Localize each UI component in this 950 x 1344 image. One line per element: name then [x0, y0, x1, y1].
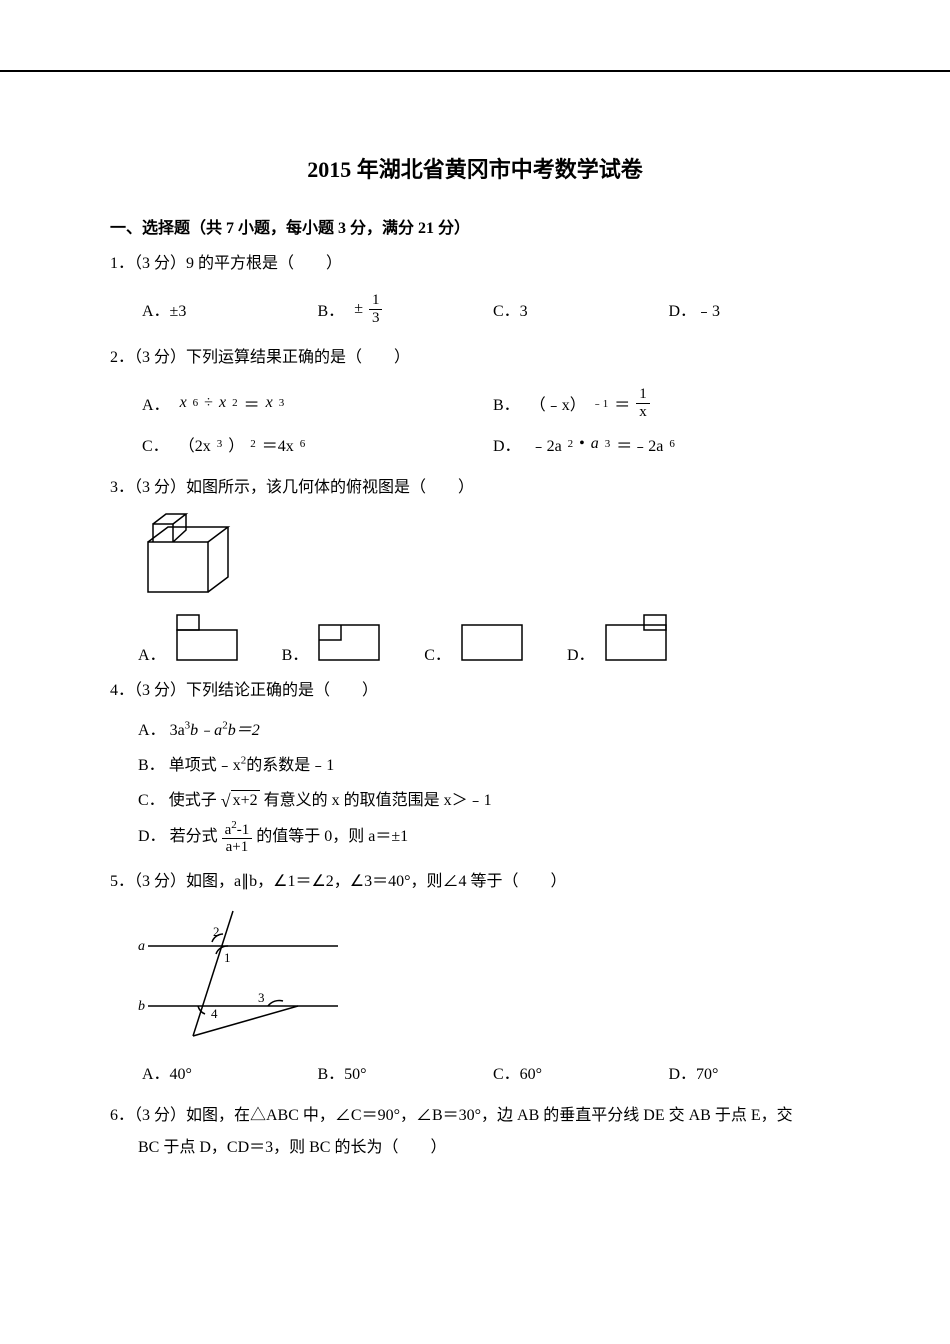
question-5-options: A．40° B．50° C．60° D．70°	[138, 1054, 840, 1090]
q3-option-a: A．	[138, 610, 242, 665]
q1-option-a: A．±3	[138, 286, 314, 332]
top-view-b-icon	[314, 610, 384, 665]
q1-option-b: B． ± 1 3	[314, 286, 490, 332]
question-3-stem: 3．（3 分）如图所示，该几何体的俯视图是（ ）	[110, 472, 840, 504]
svg-text:1: 1	[224, 950, 231, 965]
svg-text:b: b	[138, 999, 145, 1014]
sqrt: √x+2	[221, 790, 260, 810]
fraction: 1 x	[636, 386, 650, 420]
question-1-options: A．±3 B． ± 1 3 C．3 D．﹣3	[138, 286, 840, 332]
q3-option-c: C．	[424, 610, 527, 665]
q2-option-b: B． （﹣x）﹣1＝ 1 x	[489, 380, 840, 426]
q4-option-d: D． 若分式 a2-1 a+1 的值等于 0，则 a＝±1	[138, 819, 840, 856]
q5-option-d: D．70°	[665, 1054, 841, 1090]
page-title: 2015 年湖北省黄冈市中考数学试卷	[110, 152, 840, 184]
q5-option-a: A．40°	[138, 1054, 314, 1090]
q2-option-c: C． （2x3）2＝4x6	[138, 426, 489, 462]
section-heading: 一、选择题（共 7 小题，每小题 3 分，满分 21 分）	[110, 214, 840, 238]
question-6-stem: 6．（3 分）如图，在△ABC 中，∠C＝90°，∠B＝30°，边 AB 的垂直…	[110, 1100, 840, 1164]
q3-solid-figure	[138, 512, 840, 602]
svg-text:3: 3	[258, 990, 265, 1005]
q1-option-d: D．﹣3	[665, 286, 841, 332]
svg-text:4: 4	[211, 1006, 218, 1021]
q2-option-a: A． x6÷x2＝x3	[138, 380, 489, 426]
top-view-d-icon	[601, 610, 671, 665]
top-view-c-icon	[457, 610, 527, 665]
question-4-options: A． 3a3b﹣a2b＝2 B． 单项式﹣x2的系数是﹣1 C． 使式子 √x+…	[138, 713, 840, 856]
question-2-stem: 2．（3 分）下列运算结果正确的是（ ）	[110, 342, 840, 374]
svg-text:a: a	[138, 939, 145, 954]
question-4-stem: 4．（3 分）下列结论正确的是（ ）	[110, 675, 840, 707]
q3-option-d: D．	[567, 610, 671, 665]
exam-page: 2015 年湖北省黄冈市中考数学试卷 一、选择题（共 7 小题，每小题 3 分，…	[0, 70, 950, 1210]
q4-option-b: B． 单项式﹣x2的系数是﹣1	[138, 748, 840, 783]
q2-option-d: D． ﹣2a2•a3＝﹣2a6	[489, 426, 840, 462]
top-view-a-icon	[172, 610, 242, 665]
q5-option-c: C．60°	[489, 1054, 665, 1090]
q5-figure: a b 1 2 3 4	[138, 906, 840, 1046]
question-5-stem: 5．（3 分）如图，a∥b，∠1＝∠2，∠3＝40°，则∠4 等于（ ）	[110, 866, 840, 898]
svg-text:2: 2	[213, 924, 220, 939]
question-2-options: A． x6÷x2＝x3 B． （﹣x）﹣1＝ 1 x C． （2x3）2＝4x6…	[138, 380, 840, 462]
q1-option-c: C．3	[489, 286, 665, 332]
q4-option-c: C． 使式子 √x+2 有意义的 x 的取值范围是 x＞﹣1	[138, 783, 840, 818]
question-3-options: A． B． C．	[138, 610, 840, 665]
fraction: 1 3	[369, 292, 383, 326]
q4-option-a: A． 3a3b﹣a2b＝2	[138, 713, 840, 748]
fraction: a2-1 a+1	[222, 819, 253, 856]
q3-option-b: B．	[282, 610, 385, 665]
q5-option-b: B．50°	[314, 1054, 490, 1090]
question-1-stem: 1．（3 分）9 的平方根是（ ）	[110, 248, 840, 280]
